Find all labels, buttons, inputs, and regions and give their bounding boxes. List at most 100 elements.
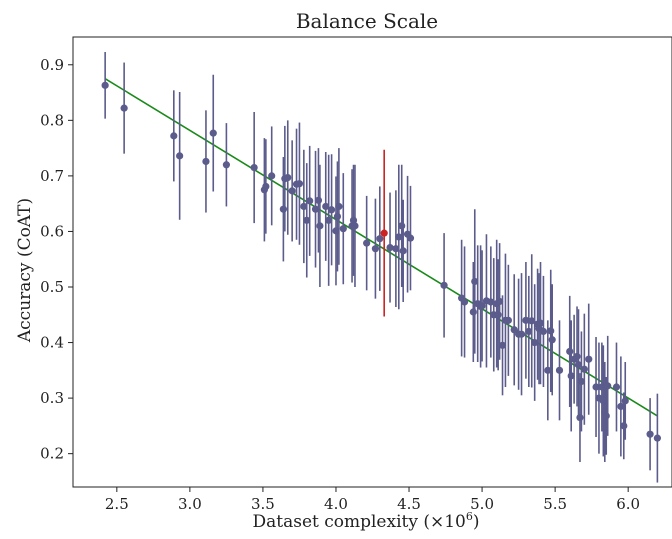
fit-line (104, 77, 658, 417)
data-point (620, 422, 628, 430)
data-point (617, 402, 625, 411)
data-point (295, 180, 304, 188)
data-point (547, 327, 555, 335)
data-point (262, 182, 270, 191)
x-axis-label-exponent: 6 (466, 510, 473, 523)
data-point (504, 316, 512, 324)
data-point (209, 129, 217, 137)
data-point (555, 366, 564, 374)
data-point (602, 412, 610, 420)
x-tick-label: 5.0 (470, 495, 494, 513)
data-point (311, 205, 320, 213)
data-point (576, 413, 584, 422)
data-point (496, 297, 504, 306)
y-tick-label: 0.9 (40, 56, 64, 74)
y-tick-label: 0.5 (40, 278, 64, 296)
data-point (525, 327, 533, 336)
data-point (327, 206, 336, 214)
data-point (176, 152, 184, 160)
data-point (202, 157, 210, 166)
x-tick-label: 6.0 (616, 495, 640, 513)
data-point (544, 366, 552, 374)
data-point (250, 163, 258, 172)
data-point (536, 319, 545, 327)
y-tick-label: 0.6 (40, 222, 64, 240)
data-point (487, 298, 495, 306)
data-point (351, 222, 359, 230)
data-point (469, 308, 477, 316)
y-tick-label: 0.7 (40, 167, 64, 185)
data-point (604, 382, 612, 390)
x-axis-label: Dataset complexity (×106) (252, 510, 479, 532)
data-point (101, 81, 109, 89)
data-point (300, 202, 308, 211)
data-point (288, 187, 296, 195)
data-point (574, 361, 583, 369)
data-point (392, 245, 400, 253)
data-point (646, 430, 654, 438)
data-point (592, 383, 600, 391)
data-point (316, 222, 324, 230)
data-point (399, 247, 407, 255)
data-point (510, 326, 518, 334)
data-point (363, 239, 371, 247)
x-axis-label-close: ) (473, 512, 480, 532)
data-point (498, 341, 507, 349)
data-point (522, 316, 530, 324)
x-tick-label: 2.5 (105, 495, 129, 513)
data-point (395, 233, 403, 241)
data-point (567, 372, 575, 380)
plot-frame (72, 36, 672, 488)
data-point (566, 347, 574, 356)
data-point (398, 222, 406, 230)
data-point (460, 298, 469, 306)
y-tick-label: 0.2 (40, 445, 64, 463)
chart-title: Balance Scale (296, 9, 438, 33)
data-point (577, 377, 586, 386)
data-point (333, 212, 342, 221)
x-tick-label: 4.5 (397, 495, 421, 513)
data-point (517, 330, 526, 338)
data-point (268, 172, 276, 180)
data-point (376, 235, 384, 243)
x-tick-label: 5.5 (543, 495, 567, 513)
data-point (585, 355, 593, 363)
highlight-point (380, 229, 388, 237)
data-point (386, 243, 394, 252)
data-point (471, 277, 479, 286)
data-point (371, 245, 380, 253)
data-point (478, 302, 486, 310)
data-point (325, 216, 333, 224)
data-point (335, 202, 343, 211)
data-point (314, 196, 323, 204)
data-point (303, 216, 311, 224)
data-point (580, 365, 588, 373)
data-point (440, 281, 448, 289)
data-point (120, 104, 128, 112)
y-tick-label: 0.8 (40, 111, 64, 129)
data-point (548, 336, 556, 344)
data-point (339, 225, 347, 233)
data-point (528, 317, 536, 325)
data-point (573, 352, 581, 361)
data-point (406, 234, 415, 242)
x-tick-label: 4.0 (324, 495, 348, 513)
x-tick-label: 3.0 (178, 495, 202, 513)
y-tick-label: 0.3 (40, 389, 64, 407)
data-point (539, 327, 548, 336)
data-point (284, 173, 292, 182)
data-point (322, 202, 330, 211)
x-tick-label: 3.5 (251, 495, 275, 513)
y-tick-label: 0.4 (40, 334, 64, 352)
data-point (494, 311, 502, 319)
data-point (612, 383, 621, 391)
data-point (531, 338, 539, 347)
data-point (653, 434, 661, 442)
y-axis-label: Accuracy (CoAT) (15, 198, 35, 343)
data-point (279, 205, 287, 213)
data-point (222, 161, 231, 169)
data-point (170, 132, 178, 140)
x-axis-label-main: Dataset complexity (×10 (252, 512, 465, 532)
data-point (621, 397, 629, 405)
